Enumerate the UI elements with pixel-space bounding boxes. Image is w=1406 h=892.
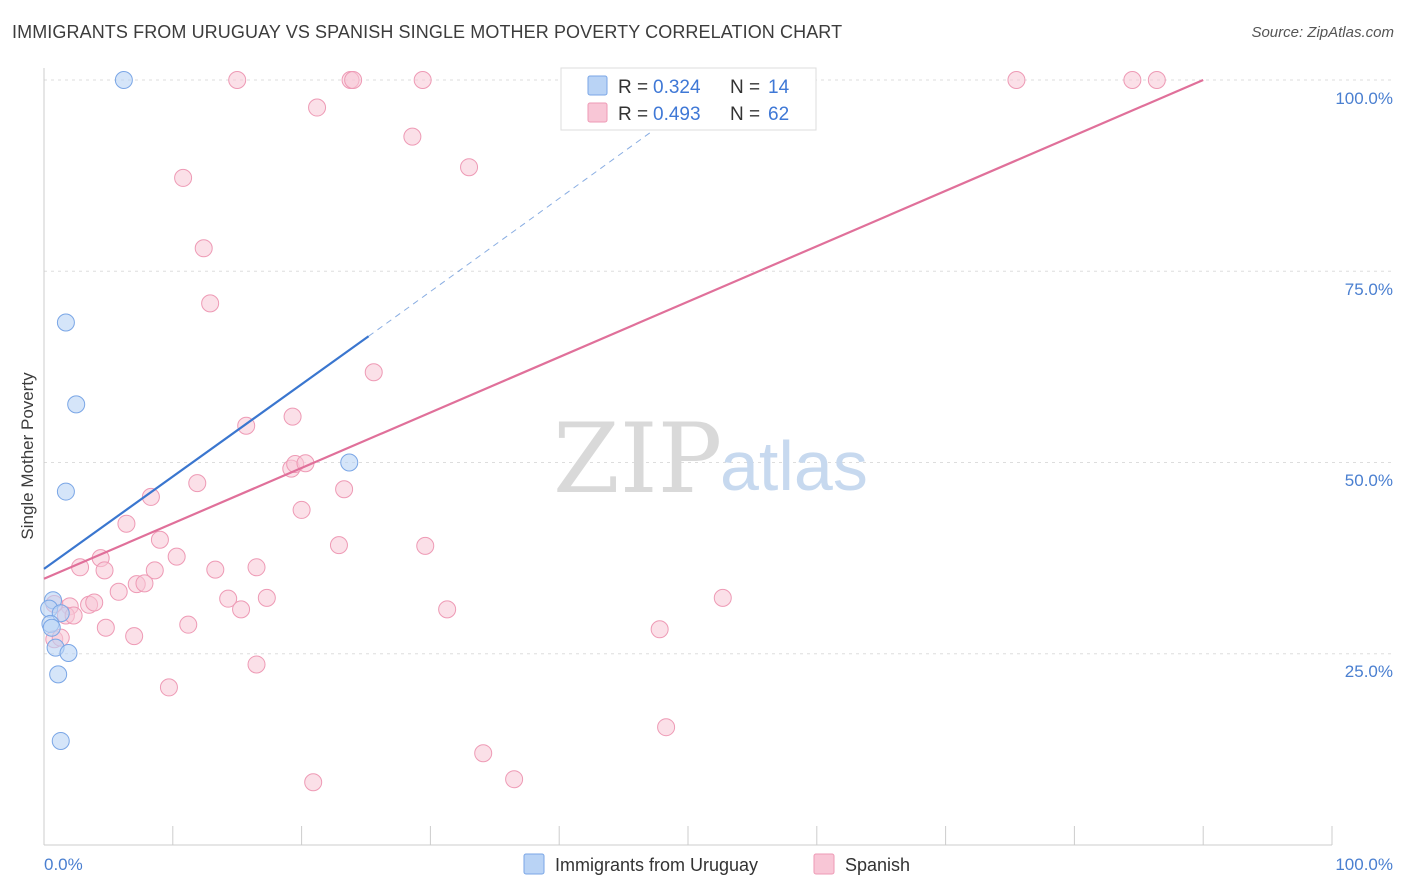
y-tick-label-75: 75.0% [1345,280,1393,299]
spanish-point [174,168,193,187]
bottom-legend-label-uruguay: Immigrants from Uruguay [555,855,758,875]
legend-n-label-uruguay: N = [730,77,760,98]
spanish-point [201,294,220,313]
spanish-point [117,514,136,533]
legend-swatch-spanish [587,102,608,123]
spanish-point [650,620,669,639]
spanish-point [159,678,178,697]
series-uruguay-points [40,71,359,750]
uruguay-point [114,71,133,89]
uruguay-point [56,313,75,332]
spanish-point [96,618,115,637]
spanish-point [292,500,311,519]
stats-legend: R = 0.324 N = 14 R = 0.493 N = 62 [560,67,817,131]
uruguay-point [42,618,61,637]
y-tick-label-100: 100.0% [1335,89,1393,108]
spanish-point [145,561,164,580]
spanish-point [283,407,302,426]
source-label: Source: ZipAtlas.com [1251,24,1394,41]
spanish-point [1147,71,1166,89]
legend-r-label-uruguay: R = [618,77,648,98]
spanish-point [109,582,128,601]
x-axis-ticks [172,826,1333,845]
uruguay-point [340,453,359,472]
uruguay-point [59,643,78,662]
bottom-legend-swatch-uruguay [523,853,545,875]
spanish-point [460,158,479,177]
legend-n-value-uruguay: 14 [768,77,790,98]
y-axis-label: Single Mother Poverty [18,372,37,540]
legend-n-value-spanish: 62 [768,104,789,125]
legend-n-label-spanish: N = [730,104,760,125]
watermark: ZIP atlas [553,403,868,515]
legend-r-value-spanish: 0.493 [653,104,701,125]
spanish-point [167,547,186,566]
spanish-point [141,487,160,506]
spanish-point [232,600,251,619]
spanish-point [364,363,383,382]
spanish-point [179,615,198,634]
spanish-point [150,530,169,549]
watermark-atlas: atlas [720,427,868,505]
uruguay-point [49,665,68,684]
y-tick-label-25: 25.0% [1345,662,1393,681]
spanish-point [228,71,247,89]
series-spanish-points [45,71,1166,792]
spanish-point [344,71,363,89]
spanish-trendline [43,78,1204,580]
bottom-legend-swatch-spanish [813,853,835,875]
uruguay-point [51,731,70,750]
spanish-point [329,536,348,555]
watermark-zip: ZIP [553,403,722,515]
spanish-point [335,480,354,499]
spanish-point [135,574,154,593]
spanish-point [95,561,114,580]
uruguay-point [67,395,86,414]
spanish-point [474,744,493,763]
spanish-point [1123,71,1142,89]
uruguay-trendline [43,335,370,570]
x-tick-label-max: 100.0% [1335,855,1393,874]
y-tick-label-50: 50.0% [1345,471,1393,490]
trendlines [43,78,1204,580]
spanish-point [713,588,732,607]
legend-r-value-uruguay: 0.324 [653,77,701,98]
spanish-point [247,558,266,577]
spanish-point [505,770,524,789]
uruguay-point [56,482,75,501]
bottom-legend-label-spanish: Spanish [845,855,910,875]
spanish-point [206,560,225,579]
spanish-point [657,718,676,737]
spanish-point [403,127,422,146]
chart-title: IMMIGRANTS FROM URUGUAY VS SPANISH SINGL… [12,22,843,42]
spanish-point [1007,71,1026,89]
y-tick-labels: 100.0% 75.0% 50.0% 25.0% [1335,89,1393,681]
spanish-point [219,589,238,608]
legend-r-label-spanish: R = [618,104,648,125]
spanish-point [247,655,266,674]
spanish-point [416,536,435,555]
spanish-point [194,239,213,258]
spanish-point [188,474,207,493]
spanish-point [308,98,327,117]
spanish-point [438,600,457,619]
spanish-point [413,71,432,89]
bottom-legend: Immigrants from Uruguay Spanish [523,853,910,875]
spanish-point [257,588,276,607]
gridlines [44,79,1392,655]
spanish-point [125,627,144,646]
legend-swatch-uruguay [587,75,608,96]
spanish-point [304,773,323,792]
spanish-point [85,593,104,612]
x-tick-label-min: 0.0% [44,855,83,874]
